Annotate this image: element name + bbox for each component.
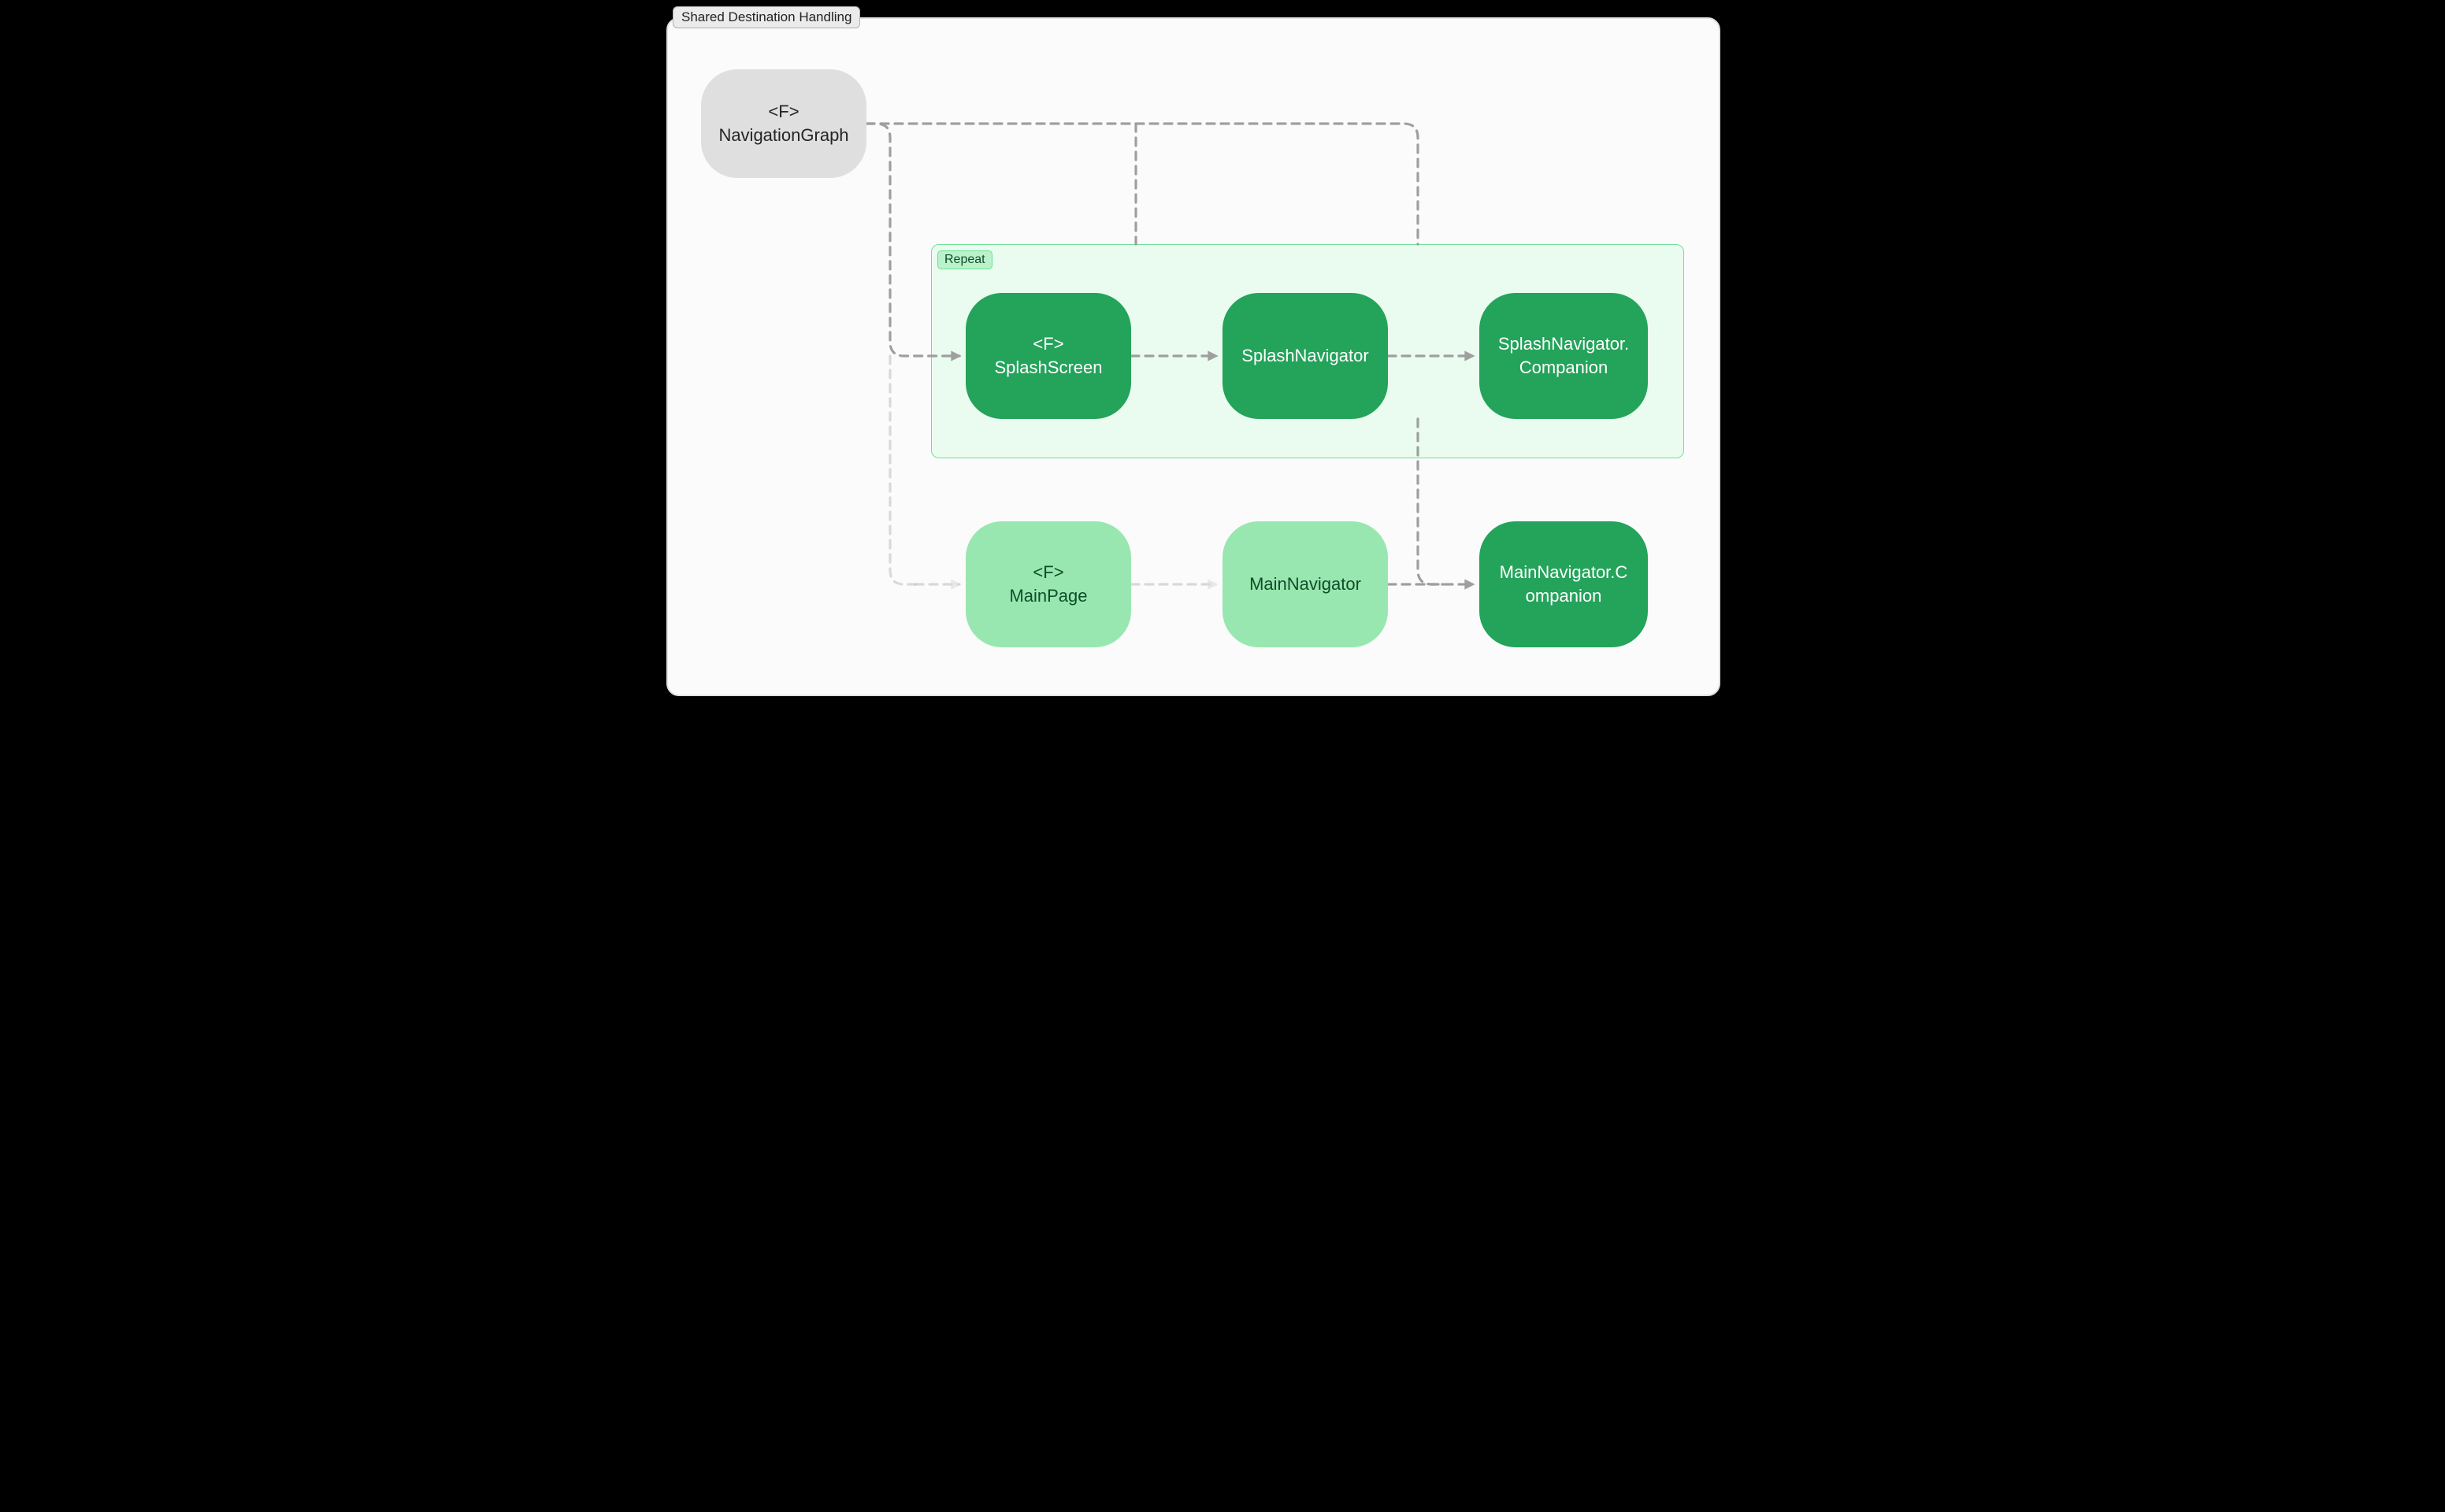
node-main-navigator-companion: MainNavigator.C ompanion	[1479, 521, 1648, 647]
node-label: <F> MainPage	[1009, 561, 1087, 607]
node-main-navigator: MainNavigator	[1222, 521, 1388, 647]
node-label: SplashNavigator. Companion	[1498, 332, 1629, 379]
node-splash-navigator-companion: SplashNavigator. Companion	[1479, 293, 1648, 419]
diagram-stage: Shared Destination Handling Repeat <F> N…	[640, 0, 1805, 721]
node-label: MainNavigator	[1249, 573, 1361, 596]
repeat-subpanel-title: Repeat	[937, 250, 992, 269]
node-splash-screen: <F> SplashScreen	[966, 293, 1131, 419]
node-navigation-graph: <F> NavigationGraph	[701, 69, 866, 178]
node-label: <F> NavigationGraph	[718, 100, 848, 146]
node-main-page: <F> MainPage	[966, 521, 1131, 647]
node-label: <F> SplashScreen	[995, 332, 1103, 379]
node-label: SplashNavigator	[1241, 344, 1368, 368]
outer-panel-title: Shared Destination Handling	[673, 6, 860, 28]
node-splash-navigator: SplashNavigator	[1222, 293, 1388, 419]
node-label: MainNavigator.C ompanion	[1500, 561, 1628, 607]
